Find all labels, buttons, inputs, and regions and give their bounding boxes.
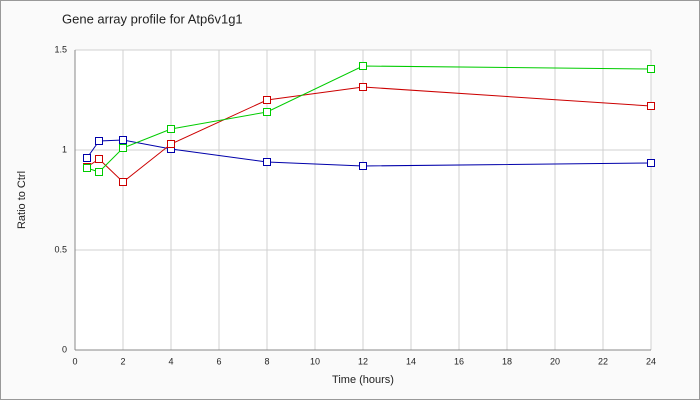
point (119, 178, 127, 186)
x-tick-label: 12 (358, 356, 368, 366)
point (95, 155, 103, 163)
x-tick-label: 14 (406, 356, 416, 366)
y-tick-label: 1 (62, 144, 67, 154)
x-tick-label: 0 (72, 356, 77, 366)
x-tick-label: 10 (310, 356, 320, 366)
x-tick-label: 18 (502, 356, 512, 366)
point (167, 140, 175, 148)
point (119, 144, 127, 152)
point (263, 96, 271, 104)
x-axis-label: Time (hours) (332, 374, 394, 386)
y-tick-label: 0.5 (54, 244, 67, 254)
point (95, 137, 103, 145)
chart-title: Gene array profile for Atp6v1g1 (62, 11, 243, 26)
y-tick-label: 0 (62, 344, 67, 354)
point (263, 108, 271, 116)
point (647, 65, 655, 73)
x-tick-label: 16 (454, 356, 464, 366)
x-tick-label: 2 (120, 356, 125, 366)
x-tick-label: 20 (550, 356, 560, 366)
y-axis-label: Ratio to Ctrl (16, 171, 28, 229)
x-tick-label: 22 (598, 356, 608, 366)
point (83, 164, 91, 172)
x-tick-label: 24 (646, 356, 656, 366)
y-tick-label: 1.5 (54, 44, 67, 54)
x-tick-label: 4 (168, 356, 173, 366)
point (647, 102, 655, 110)
point (263, 158, 271, 166)
x-tick-label: 6 (216, 356, 221, 366)
point (83, 154, 91, 162)
point (359, 62, 367, 70)
point (167, 125, 175, 133)
point (119, 136, 127, 144)
point (95, 168, 103, 176)
point (359, 83, 367, 91)
point (647, 159, 655, 167)
x-tick-label: 8 (264, 356, 269, 366)
point (359, 162, 367, 170)
